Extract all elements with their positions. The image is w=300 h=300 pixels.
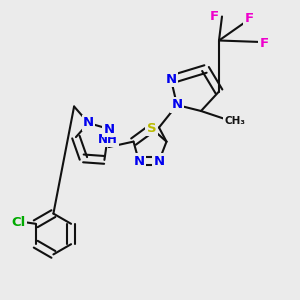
Text: N: N (83, 116, 94, 130)
Text: NH: NH (98, 133, 117, 146)
Text: F: F (244, 11, 253, 25)
Text: F: F (210, 10, 219, 23)
Text: S: S (147, 122, 156, 135)
Text: F: F (260, 37, 268, 50)
Text: CH₃: CH₃ (224, 116, 245, 126)
Text: N: N (133, 154, 145, 168)
Text: N: N (103, 122, 115, 136)
Text: Cl: Cl (11, 216, 26, 229)
Text: N: N (171, 98, 183, 112)
Text: N: N (153, 154, 165, 168)
Text: N: N (165, 73, 177, 86)
